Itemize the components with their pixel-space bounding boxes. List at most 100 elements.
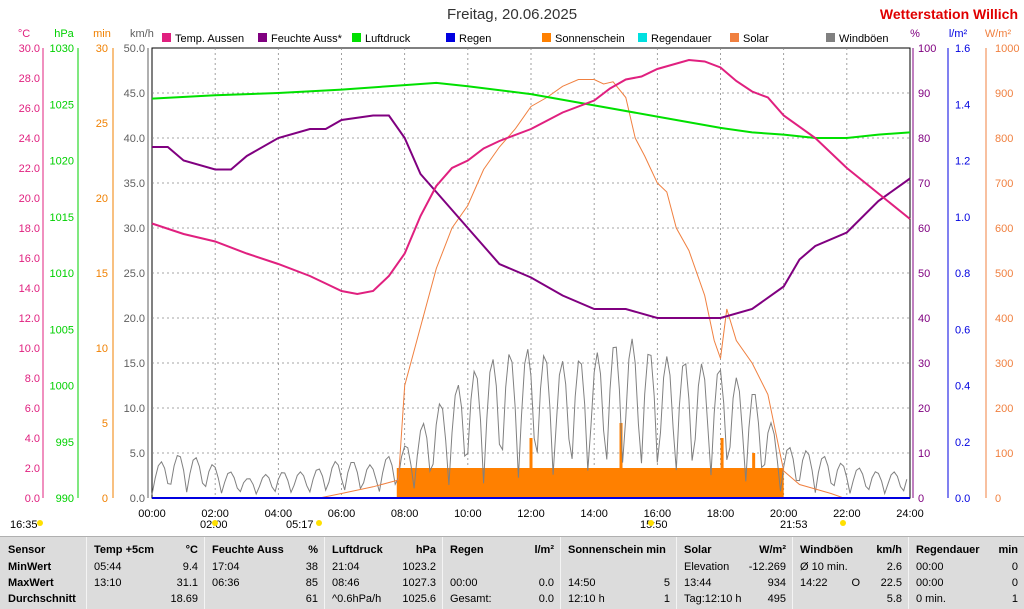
stats-cell-label: 21:04 xyxy=(332,561,360,573)
stats-cell-label: Tag:12:10 h xyxy=(684,593,742,605)
axis-tick-label: 50.0 xyxy=(124,43,145,55)
stats-column-title: Sensor xyxy=(8,544,46,556)
stats-cell-label: ^0.6hPa/h xyxy=(332,593,382,605)
x-tick-label: 14:00 xyxy=(580,508,608,520)
stats-cell-label: 12:10 h xyxy=(568,593,605,605)
axis-tick-label: 12.0 xyxy=(19,313,40,325)
stats-cell-value: 1 xyxy=(1011,593,1018,605)
axis-tick-label: 35.0 xyxy=(124,178,145,190)
legend-swatch xyxy=(730,33,739,42)
axis-tick-label: 22.0 xyxy=(19,163,40,175)
stats-cell-label: Gesamt: xyxy=(450,593,492,605)
legend-label: Regendauer xyxy=(651,33,712,45)
stats-column-unit: °C xyxy=(185,544,198,556)
axis-tick-label: 70 xyxy=(918,178,930,190)
stats-column-unit: hPa xyxy=(415,544,436,556)
sunshine-bar xyxy=(396,468,784,498)
stats-column-title: Regendauer xyxy=(916,544,980,556)
legend-label: Temp. Aussen xyxy=(175,33,244,45)
axis-tick-label: 1025 xyxy=(50,99,74,111)
axis-tick-label: 8.0 xyxy=(25,373,40,385)
axis-tick-label: 1010 xyxy=(50,268,74,280)
legend-swatch xyxy=(258,33,267,42)
axis-tick-label: 1015 xyxy=(50,212,74,224)
axis-tick-label: 0.2 xyxy=(955,437,970,449)
wind-gust-line xyxy=(151,338,908,496)
stats-cell-value: -12.269 xyxy=(748,561,786,573)
axis-tick-label: 20 xyxy=(96,193,108,205)
axis-tick-label: 40.0 xyxy=(124,133,145,145)
legend-label: Luftdruck xyxy=(365,33,411,45)
series-line-luftdruck xyxy=(151,81,911,139)
legend-label: Regen xyxy=(459,33,491,45)
stats-cell-label: 17:04 xyxy=(212,561,240,573)
stats-cell-label: 14:22 xyxy=(800,577,828,589)
axis-tick-label: 10 xyxy=(96,343,108,355)
axis-tick-label: 10.0 xyxy=(124,403,145,415)
x-tick-label: 02:00 xyxy=(201,508,229,520)
axis-tick-label: 0.0 xyxy=(130,493,145,505)
legend-swatch xyxy=(542,33,551,42)
legend-swatch xyxy=(638,33,647,42)
stats-cell-label: MinWert xyxy=(8,561,52,573)
axis-tick-label: 995 xyxy=(56,437,74,449)
sun-marker-label: 05:17 xyxy=(286,519,314,531)
stats-column-title: Solar xyxy=(684,544,712,556)
x-tick-label: 22:00 xyxy=(833,508,861,520)
stats-column-title: Temp +5cm xyxy=(94,544,155,556)
x-tick-label: 18:00 xyxy=(707,508,735,520)
axis-tick-label: 1.0 xyxy=(955,212,970,224)
station-name: Wetterstation Willich xyxy=(879,6,1018,22)
stats-cell-value: 5 xyxy=(663,577,670,589)
axis-unit-label: °C xyxy=(18,28,30,40)
axis-tick-label: 15 xyxy=(96,268,108,280)
axis-tick-label: 10 xyxy=(918,448,930,460)
stats-cell-label: 00:00 xyxy=(450,577,478,589)
stats-cell-value: 1025.6 xyxy=(402,593,436,605)
legend-swatch xyxy=(162,33,171,42)
axis-tick-label: 1.6 xyxy=(955,43,970,55)
stats-cell-value: 18.69 xyxy=(170,593,198,605)
axis-tick-label: 1.2 xyxy=(955,156,970,168)
axis-tick-label: 30.0 xyxy=(124,223,145,235)
stats-cell-value: 495 xyxy=(767,593,786,605)
axis-tick-label: 1020 xyxy=(50,156,74,168)
axis-tick-label: 6.0 xyxy=(25,403,40,415)
axis-tick-label: 5 xyxy=(102,418,108,430)
axis-tick-label: 2.0 xyxy=(25,463,40,475)
axis-tick-label: 0.0 xyxy=(25,493,40,505)
x-tick-label: 16:00 xyxy=(644,508,672,520)
axis-tick-label: 40 xyxy=(918,313,930,325)
stats-cell-value: 0.0 xyxy=(538,577,554,589)
axis-tick-label: 15.0 xyxy=(124,358,145,370)
stats-column: Regendauer min 00:00 0 00:00 0 0 min. 1 xyxy=(908,537,1024,609)
axis-tick-label: 28.0 xyxy=(19,73,40,85)
axis-tick-label: 100 xyxy=(995,448,1013,460)
sun-marker-icon xyxy=(316,520,322,526)
sunshine-bar xyxy=(752,453,756,498)
legend-swatch xyxy=(826,33,835,42)
axis-tick-label: 1000 xyxy=(995,43,1019,55)
axis-tick-label: 80 xyxy=(918,133,930,145)
axis-tick-label: 10.0 xyxy=(19,343,40,355)
axis-tick-label: 1005 xyxy=(50,324,74,336)
axis-tick-label: 4.0 xyxy=(25,433,40,445)
axis-tick-label: 25.0 xyxy=(124,268,145,280)
stats-cell-label: 00:00 xyxy=(916,577,944,589)
x-tick-label: 10:00 xyxy=(454,508,482,520)
stats-column-title: Regen xyxy=(450,544,484,556)
sunshine-bar xyxy=(720,438,724,498)
axis-unit-label: l/m² xyxy=(949,28,968,40)
axis-tick-label: 14.0 xyxy=(19,283,40,295)
stats-column: Solar W/m² Elevation -12.269 13:44 934 Tag:12:… xyxy=(676,537,793,609)
stats-cell-value: 9.4 xyxy=(182,561,198,573)
stats-column-unit: km/h xyxy=(876,544,902,556)
axis-tick-label: 20.0 xyxy=(19,193,40,205)
axis-tick-label: 30 xyxy=(96,43,108,55)
axis-tick-label: 25 xyxy=(96,118,108,130)
sun-marker-icon xyxy=(37,520,43,526)
axis-tick-label: 50 xyxy=(918,268,930,280)
stats-column: Temp +5cm °C 05:44 9.4 13:10 31.1 18.69 xyxy=(86,537,205,609)
series-line-feuchte-auss- xyxy=(152,114,911,319)
axis-tick-label: 0.8 xyxy=(955,268,970,280)
